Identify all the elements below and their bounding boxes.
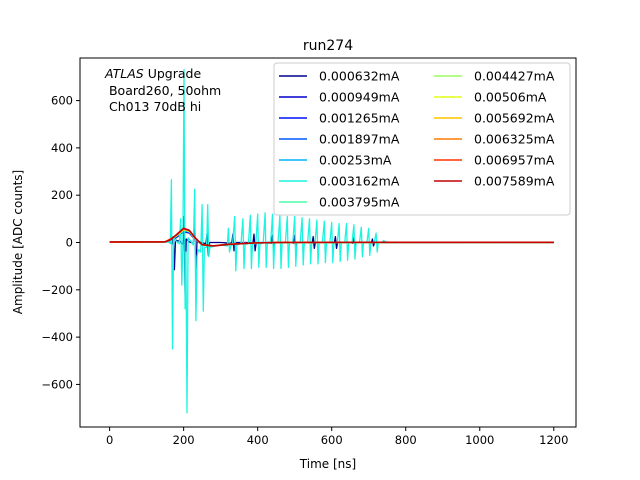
legend-label: 0.00253mA [319,153,392,168]
legend-label: 0.000949mA [319,90,400,105]
y-tick-label: 200 [51,188,73,202]
annotation-block: ATLAS Upgrade Board260, 50ohm Ch013 70dB… [104,66,221,114]
y-tick-label: 600 [51,94,73,108]
annotation-line-2: Board260, 50ohm [105,83,221,98]
legend-label: 0.003162mA [319,174,400,189]
series-line-6 [109,69,554,414]
x-tick-label: 1000 [465,433,494,447]
legend-label: 0.006325mA [474,132,555,147]
annotation-line-1: ATLAS Upgrade [104,66,201,81]
legend: 0.000632mA 0.000949mA 0.001265mA 0.001897mA… [273,62,571,216]
annotation-experiment-suffix: Upgrade [144,66,202,81]
x-tick-label: 1200 [539,433,568,447]
y-tick-label: −200 [41,283,73,297]
legend-box [273,62,571,216]
y-axis-label: Amplitude [ADC counts] [11,170,25,314]
y-tick-label: 400 [51,141,73,155]
x-tick-label: 600 [321,433,343,447]
legend-label: 0.001265mA [319,111,400,126]
x-tick-label: 800 [395,433,417,447]
annotation-experiment: ATLAS [104,66,144,81]
x-axis: 0 200 400 600 800 1000 1200 [106,427,568,447]
series-layer [109,69,554,414]
y-axis: −600 −400 −200 0 200 400 600 [41,94,80,391]
chart-title: run274 [303,38,353,54]
y-tick-label: −400 [41,330,73,344]
legend-label: 0.00506mA [474,90,547,105]
legend-label: 0.003795mA [319,195,400,210]
legend-label: 0.000632mA [319,69,400,84]
x-tick-label: 200 [173,433,195,447]
annotation-line-3: Ch013 70dB hi [105,99,201,114]
legend-label: 0.005692mA [474,111,555,126]
x-tick-label: 0 [106,433,113,447]
legend-label: 0.007589mA [474,174,555,189]
y-tick-label: 0 [66,236,73,250]
legend-label: 0.001897mA [319,132,400,147]
y-tick-label: −600 [41,377,73,391]
legend-label: 0.004427mA [474,69,555,84]
series-line-13 [109,227,554,247]
x-axis-label: Time [ns] [299,457,356,471]
legend-label: 0.006957mA [474,153,555,168]
x-tick-label: 400 [247,433,269,447]
